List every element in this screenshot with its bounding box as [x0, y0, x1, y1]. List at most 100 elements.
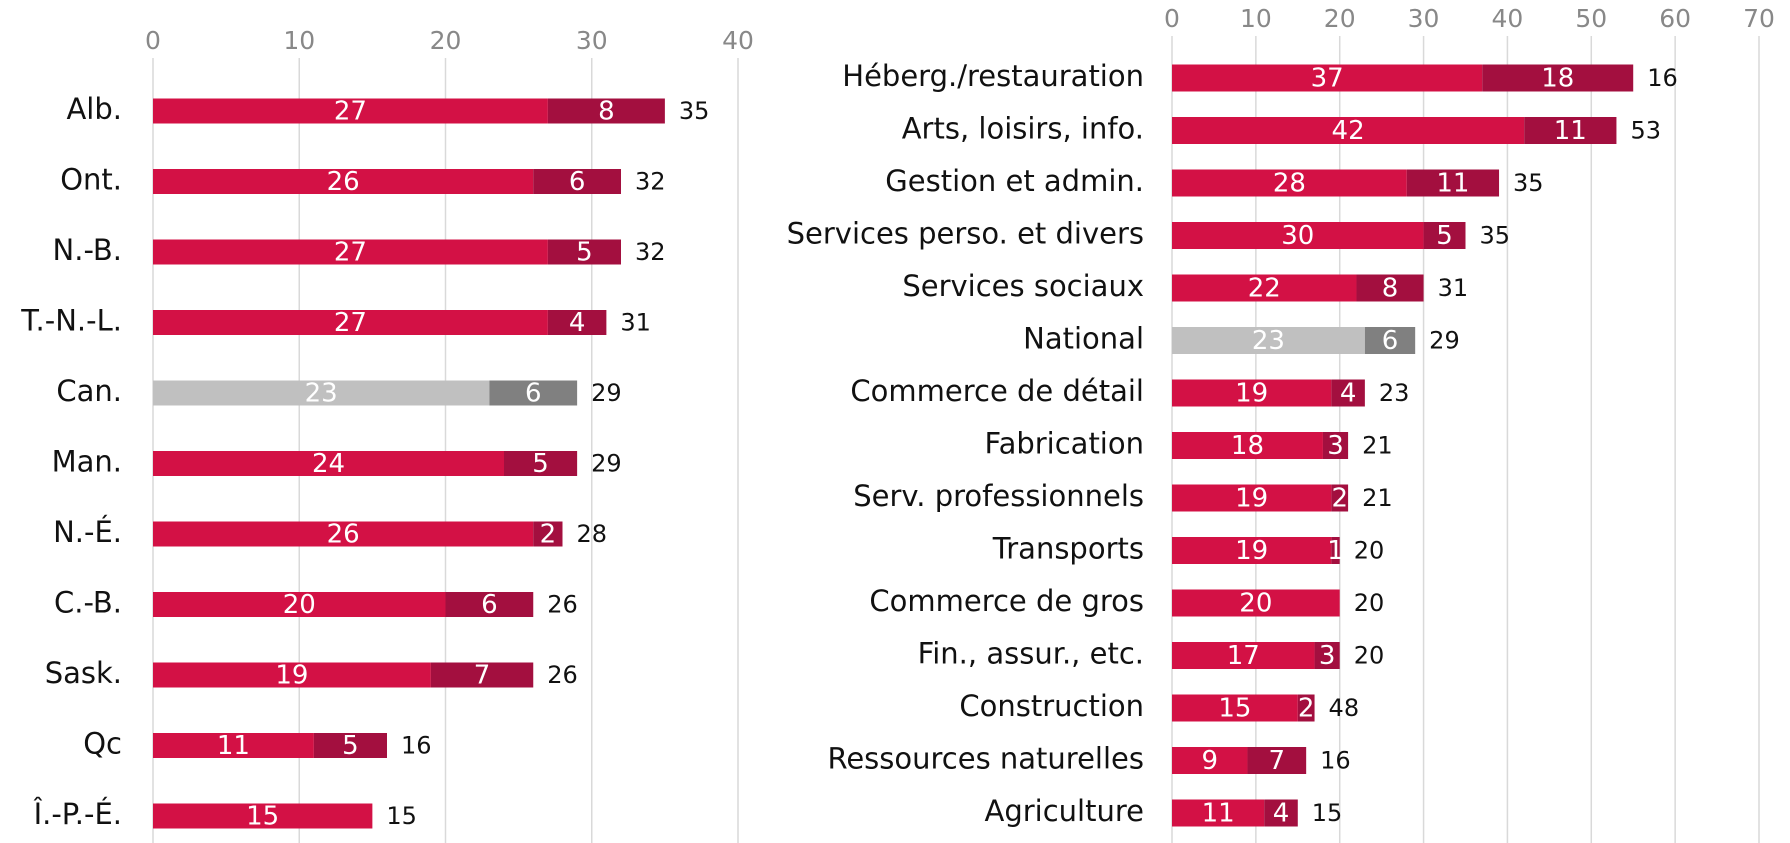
bar-segment [504, 451, 578, 476]
total-label: 29 [591, 450, 622, 478]
segment-label: 11 [1554, 116, 1587, 146]
segment-label: 2 [1331, 484, 1348, 514]
total-label: 16 [1320, 747, 1351, 775]
bar-segment [1331, 379, 1365, 407]
bar-segment [1297, 694, 1315, 722]
total-label: 29 [591, 379, 622, 407]
segment-label: 5 [342, 731, 359, 761]
segment-label: 11 [1436, 169, 1469, 199]
bar-segment [533, 169, 621, 194]
category-label: Héberg./restauration [842, 59, 1144, 93]
bar-segment [153, 451, 504, 476]
bar-segment [1172, 169, 1407, 197]
bar-segment [153, 239, 548, 265]
bar-segment [313, 733, 387, 758]
total-label: 15 [1312, 799, 1343, 827]
segment-label: 11 [1202, 799, 1235, 829]
segment-label: 24 [312, 449, 345, 479]
segment-label: 30 [1281, 221, 1314, 251]
segment-label: 6 [1382, 326, 1399, 356]
total-label: 31 [620, 309, 651, 337]
segment-label: 9 [1201, 746, 1218, 776]
bar-segment [153, 169, 534, 194]
segment-label: 20 [283, 590, 316, 620]
total-label: 20 [1354, 589, 1385, 617]
segment-label: 42 [1332, 116, 1365, 146]
segment-label: 27 [334, 308, 367, 338]
x-tick-label: 20 [1324, 4, 1356, 33]
category-label: Transports [992, 532, 1144, 566]
category-label: Ressources naturelles [827, 742, 1144, 776]
segment-label: 5 [576, 238, 593, 268]
segment-label: 4 [569, 308, 586, 338]
total-label: 32 [635, 238, 666, 266]
bar-segment [153, 803, 373, 829]
segment-label: 19 [1235, 536, 1268, 566]
total-label: 28 [577, 520, 608, 548]
segment-label: 28 [1273, 169, 1306, 199]
bar-segment [1172, 747, 1248, 774]
total-label: 20 [1354, 642, 1385, 670]
bar-segment [1423, 222, 1466, 249]
x-tick-label: 20 [430, 26, 462, 55]
total-label: 31 [1438, 274, 1469, 302]
category-label: Construction [959, 689, 1144, 723]
bar-segment [1172, 432, 1323, 459]
segment-label: 4 [1340, 379, 1357, 409]
bar-segment [1322, 432, 1349, 459]
bar-segment [547, 310, 607, 335]
total-label: 53 [1630, 117, 1661, 145]
total-label: 20 [1354, 537, 1385, 565]
segment-label: 2 [1298, 694, 1315, 724]
segment-label: 27 [334, 97, 367, 127]
segment-label: 26 [327, 520, 360, 550]
bar-segment [489, 380, 578, 406]
bar-segment [1331, 484, 1349, 512]
segment-label: 5 [1436, 221, 1453, 251]
segment-label: 19 [1235, 379, 1268, 409]
bar-segment [1482, 64, 1634, 92]
bar-segment [1406, 169, 1500, 197]
segment-label: 15 [246, 802, 279, 832]
total-label: 32 [635, 168, 666, 196]
category-label: Qc [83, 727, 122, 761]
bar-segment [1172, 117, 1525, 144]
category-label: Services perso. et divers [787, 217, 1144, 251]
segment-label: 8 [1382, 274, 1399, 304]
segment-label: 19 [275, 661, 308, 691]
bar-segment [1314, 642, 1340, 669]
bar-segment [1172, 694, 1298, 722]
category-label: T.-N.-L. [20, 304, 122, 338]
category-label: Serv. professionnels [853, 479, 1144, 513]
bar-segment [1172, 222, 1424, 249]
x-tick-label: 40 [1492, 4, 1524, 33]
segment-label: 3 [1319, 641, 1336, 671]
segment-label: 18 [1231, 431, 1264, 461]
category-label: Commerce de gros [869, 584, 1144, 618]
bar-segment [1247, 747, 1307, 774]
segment-label: 37 [1311, 64, 1344, 94]
bar-segment [445, 592, 534, 617]
segment-label: 3 [1327, 431, 1344, 461]
bar-segment [1172, 484, 1332, 512]
bar-segment [430, 662, 534, 688]
category-label: Ont. [60, 163, 122, 197]
category-label: Arts, loisirs, info. [902, 112, 1144, 146]
segment-label: 4 [1273, 799, 1290, 829]
category-label: N.-É. [53, 515, 122, 549]
total-label: 35 [679, 97, 710, 125]
x-tick-label: 40 [722, 26, 754, 55]
x-tick-label: 0 [1164, 4, 1180, 33]
bar-segment [1331, 537, 1340, 564]
segment-label: 27 [334, 238, 367, 268]
segment-label: 7 [1269, 746, 1286, 776]
total-label: 26 [547, 661, 578, 689]
segment-label: 8 [598, 97, 615, 127]
x-tick-label: 0 [145, 26, 161, 55]
total-label: 35 [1480, 222, 1511, 250]
category-label: Commerce de détail [850, 374, 1144, 408]
bar-segment [1524, 117, 1617, 144]
total-label: 26 [547, 591, 578, 619]
category-label: National [1023, 322, 1144, 356]
category-label: Man. [52, 445, 122, 479]
